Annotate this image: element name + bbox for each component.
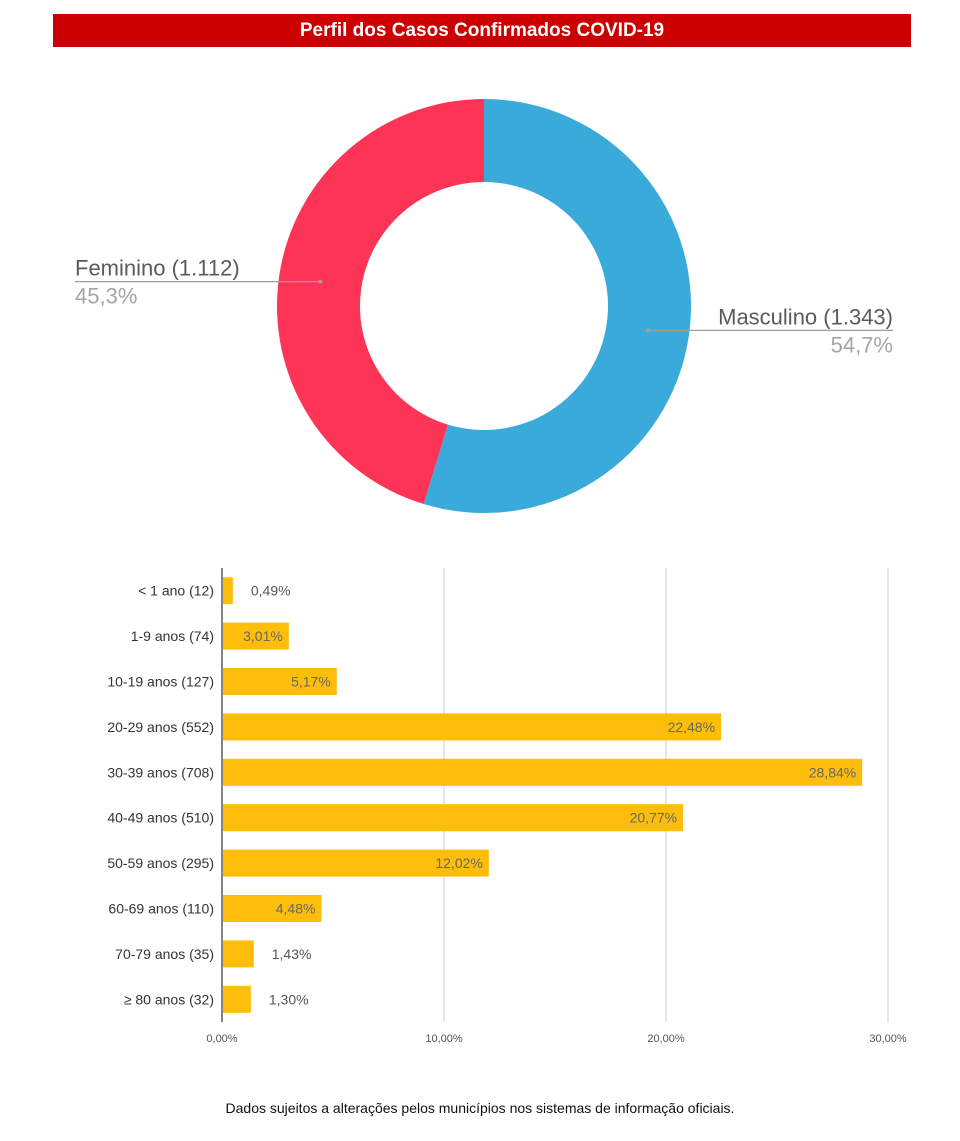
bar-value-label: 12,02% [435, 855, 482, 871]
bar-category-label: 10-19 anos (127) [107, 674, 214, 690]
bar-value-label: 3,01% [243, 628, 283, 644]
donut-leader-dot [645, 328, 650, 333]
bar-rect [223, 758, 863, 786]
bar-category-label: 50-59 anos (295) [107, 855, 214, 871]
footnote: Dados sujeitos a alterações pelos municí… [225, 1100, 735, 1116]
donut-slice-feminino [277, 99, 484, 505]
bar-rect [223, 577, 233, 605]
bar-xtick-label: 30,00% [869, 1033, 907, 1045]
bar-category-label: < 1 ano (12) [138, 583, 214, 599]
bar-rect [223, 895, 322, 922]
bar-category-label: 60-69 anos (110) [108, 901, 214, 917]
bar-value-label: 22,48% [668, 719, 715, 735]
bar-xtick-label: 0,00% [206, 1033, 237, 1045]
bar-category-label: 30-39 anos (708) [107, 764, 214, 780]
bar-rect [223, 804, 684, 832]
donut-label-feminino: Feminino (1.112) [75, 256, 240, 281]
bar-value-label: 4,48% [276, 901, 316, 917]
bar-category-label: 40-49 anos (510) [107, 810, 214, 826]
bar-rect [223, 622, 289, 650]
bar-value-label: 5,17% [291, 674, 331, 690]
donut-slice-masculino [423, 99, 691, 513]
bar-value-label: 20,77% [630, 810, 677, 826]
bar-rect [223, 713, 722, 741]
bar-value-label: 1,43% [272, 946, 312, 962]
bar-rect [223, 668, 337, 695]
sex-donut-chart: Masculino (1.343) 54,7% Feminino (1.112) 45… [75, 99, 893, 513]
bar-category-label: 1-9 anos (74) [131, 628, 214, 644]
bar-category-label: 20-29 anos (552) [107, 719, 214, 735]
bar-value-label: 1,30% [269, 991, 309, 1007]
bar-xtick-label: 20,00% [647, 1033, 685, 1045]
age-bar-chart: 0,00% 10,00% 20,00% 30,00% < 1 ano (12) 0,49%… [107, 568, 907, 1045]
bar-rect [223, 849, 489, 877]
donut-label-masculino: Masculino (1.343) [718, 304, 893, 329]
bar-xtick-label: 10,00% [425, 1033, 463, 1045]
donut-percent-masculino: 54,7% [831, 332, 893, 357]
bar-category-label: ≥ 80 anos (32) [124, 991, 214, 1007]
bar-value-label: 28,84% [809, 764, 856, 780]
donut-leader-dot [318, 279, 323, 284]
bar-category-label: 70-79 anos (35) [115, 946, 214, 962]
donut-percent-feminino: 45,3% [75, 284, 137, 309]
bar-rect [223, 985, 251, 1013]
bar-rect [223, 940, 254, 968]
page-title: Perfil dos Casos Confirmados COVID-19 [53, 14, 911, 47]
bar-value-label: 0,49% [251, 583, 291, 599]
